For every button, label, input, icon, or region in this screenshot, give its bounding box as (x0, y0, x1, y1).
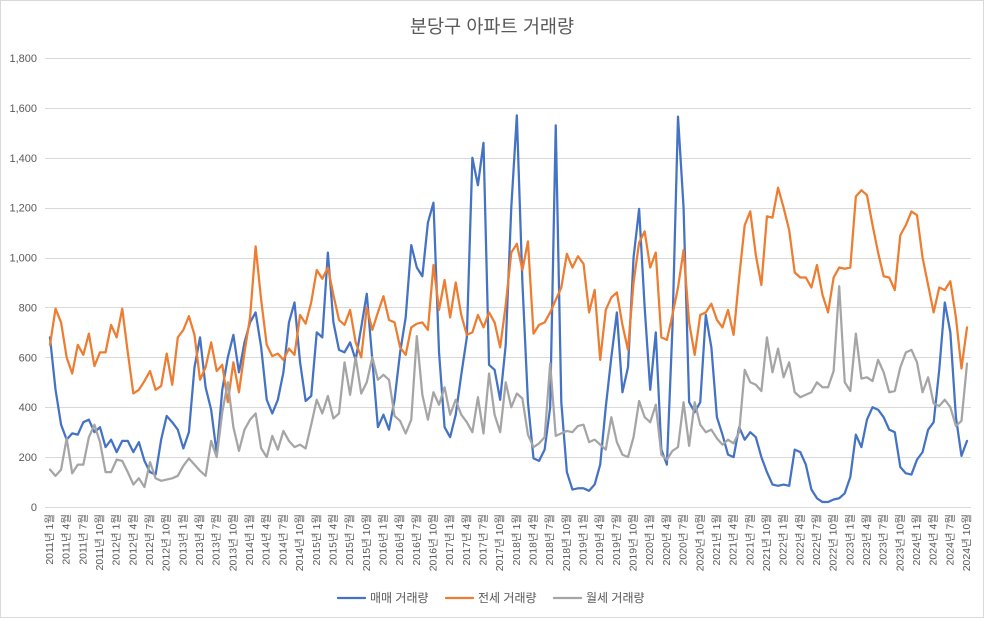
x-tick-label: 2011년 7월 (77, 514, 89, 565)
x-tick-label: 2014년 7월 (277, 514, 289, 565)
x-tick-label: 2022년 10월 (828, 514, 840, 571)
x-tick-label: 2013년 7월 (211, 514, 223, 565)
x-tick-label: 2013년 10월 (227, 514, 239, 571)
x-tick-label: 2020년 10월 (694, 514, 706, 571)
x-tick-label: 2023년 7월 (878, 514, 890, 565)
x-tick-label: 2017년 4월 (461, 514, 473, 565)
x-tick-label: 2024년 7월 (944, 514, 956, 565)
x-axis: 2011년 1월 2011년 4월 2011년 7월 2011년 10월 2012년 1… (44, 514, 973, 571)
x-tick-label: 2012년 7월 (144, 514, 156, 565)
x-tick-label: 2015년 7월 (344, 514, 356, 565)
legend-label: 매매 거래량 (370, 591, 429, 605)
x-tick-label: 2020년 7월 (678, 514, 690, 565)
legend-item-3: 월세 거래량 (552, 591, 645, 605)
x-tick-label: 2019년 1월 (578, 514, 590, 565)
x-tick-label: 2016년 10월 (427, 514, 439, 571)
x-tick-label: 2022년 7월 (811, 514, 823, 565)
x-tick-label: 2018년 1월 (511, 514, 523, 565)
y-tick-label: 800 (19, 302, 37, 314)
x-tick-label: 2015년 1월 (311, 514, 323, 565)
x-tick-label: 2013년 4월 (194, 514, 206, 565)
x-tick-label: 2018년 10월 (561, 514, 573, 571)
x-tick-label: 2017년 7월 (477, 514, 489, 565)
x-tick-label: 2024년 4월 (928, 514, 940, 565)
y-tick-label: 200 (19, 452, 37, 464)
x-tick-label: 2022년 1월 (778, 514, 790, 565)
x-tick-label: 2024년 10월 (961, 514, 973, 571)
x-tick-label: 2011년 4월 (61, 514, 73, 565)
x-tick-label: 2012년 1월 (111, 514, 123, 565)
x-tick-label: 2021년 10월 (761, 514, 773, 571)
gridlines (45, 58, 971, 508)
x-tick-label: 2011년 10월 (94, 514, 106, 571)
x-tick-label: 2023년 1월 (844, 514, 856, 565)
y-tick-label: 0 (31, 502, 37, 514)
x-tick-label: 2021년 1월 (711, 514, 723, 565)
x-tick-label: 2012년 10월 (161, 514, 173, 571)
x-tick-label: 2017년 10월 (494, 514, 506, 571)
legend-label: 월세 거래량 (586, 591, 645, 605)
y-tick-label: 1,000 (9, 253, 37, 265)
y-tick-label: 400 (19, 402, 37, 414)
x-tick-label: 2019년 10월 (628, 514, 640, 571)
chart-title: 분당구 아파트 거래량 (410, 16, 574, 37)
x-tick-label: 2016년 1월 (377, 514, 389, 565)
x-tick-label: 2018년 7월 (544, 514, 556, 565)
x-tick-label: 2023년 4월 (861, 514, 873, 565)
x-tick-label: 2019년 4월 (594, 514, 606, 565)
y-axis: 0 200 400 600 800 1,000 1,200 1,400 1,600 1,800 (9, 53, 37, 514)
x-tick-label: 2011년 1월 (44, 514, 56, 565)
x-tick-label: 2020년 4월 (661, 514, 673, 565)
y-tick-label: 1,200 (9, 203, 37, 215)
x-tick-label: 2014년 4월 (261, 514, 273, 565)
y-tick-label: 1,600 (9, 103, 37, 115)
y-tick-label: 600 (19, 352, 37, 364)
x-tick-label: 2013년 1월 (177, 514, 189, 565)
x-tick-label: 2015년 10월 (361, 514, 373, 571)
legend-label: 전세 거래량 (478, 591, 537, 605)
x-tick-label: 2021년 7월 (744, 514, 756, 565)
legend-item-1: 매매 거래량 (336, 591, 429, 605)
series-line-2 (48, 186, 969, 404)
plot-area (48, 114, 969, 504)
x-tick-label: 2018년 4월 (528, 514, 540, 565)
x-tick-label: 2012년 4월 (127, 514, 139, 565)
x-tick-label: 2019년 7월 (611, 514, 623, 565)
x-tick-label: 2016년 4월 (394, 514, 406, 565)
x-tick-label: 2023년 10월 (894, 514, 906, 571)
x-tick-label: 2014년 1월 (244, 514, 256, 565)
x-tick-label: 2017년 1월 (444, 514, 456, 565)
series-line-3 (48, 285, 969, 489)
x-tick-label: 2015년 4월 (327, 514, 339, 565)
x-tick-label: 2016년 7월 (411, 514, 423, 565)
x-tick-label: 2024년 1월 (911, 514, 923, 565)
x-tick-label: 2020년 1월 (644, 514, 656, 565)
x-tick-label: 2021년 4월 (728, 514, 740, 565)
x-tick-label: 2014년 10월 (294, 514, 306, 571)
y-tick-label: 1,800 (9, 53, 37, 65)
legend: 매매 거래량 전세 거래량 월세 거래량 (336, 591, 645, 605)
x-tick-label: 2022년 4월 (794, 514, 806, 565)
legend-item-2: 전세 거래량 (444, 591, 537, 605)
y-tick-label: 1,400 (9, 153, 37, 165)
